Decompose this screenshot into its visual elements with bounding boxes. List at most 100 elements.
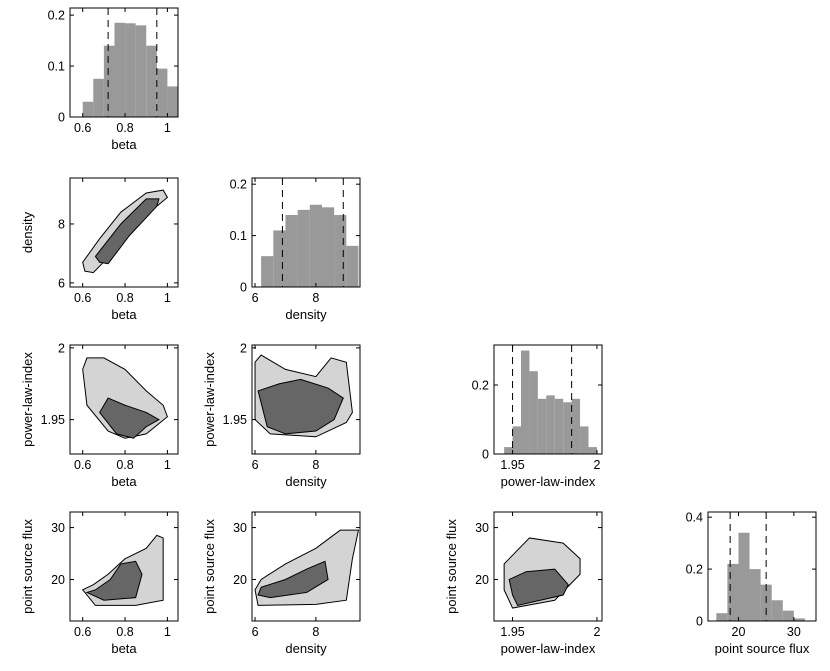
x-tick-label: 6: [252, 625, 259, 639]
x-tick-label: 1: [164, 291, 171, 305]
y-tick-label: 0.2: [230, 178, 247, 192]
x-tick-label: 6: [252, 458, 259, 472]
x-tick-label: 1.95: [500, 625, 524, 639]
x-tick-label: 1.95: [500, 458, 524, 472]
x-axis-label: point source flux: [715, 641, 810, 656]
x-tick-label: 6: [252, 291, 259, 305]
contour: [85, 560, 143, 601]
plot-area: [254, 354, 353, 438]
y-axis-label: power-law-index: [20, 352, 35, 447]
axes-frame: [69, 344, 179, 455]
axes-frame: [69, 511, 179, 622]
axes-frame: [493, 344, 603, 455]
bar: [504, 447, 513, 454]
bar: [156, 68, 168, 117]
plot-area: [82, 8, 178, 117]
x-tick-label: 0.8: [116, 625, 133, 639]
contour: [257, 560, 329, 599]
x-tick-label: 20: [732, 625, 746, 639]
plot-area: [82, 189, 169, 274]
plot-area: [504, 345, 597, 454]
x-tick-label: 30: [787, 625, 801, 639]
x-tick-label: 0.6: [74, 291, 91, 305]
panel: 20 30 0 0.2 0.4 point source flux: [686, 511, 817, 656]
panel: 6 8 0 0.1 0.2 density: [230, 177, 361, 322]
bar: [580, 426, 589, 454]
bar: [334, 215, 347, 287]
contour: [94, 198, 160, 265]
x-tick-label: 1: [164, 458, 171, 472]
panel: 6 8 20 30 density point source flux: [202, 511, 361, 656]
bar: [771, 600, 783, 621]
x-tick-label: 0.6: [74, 121, 91, 135]
y-tick-label: 0.1: [48, 60, 65, 74]
bar: [114, 22, 126, 117]
panel: 1.95 2 20 30 power-law-index point source flu…: [444, 511, 603, 656]
bar: [512, 426, 521, 454]
bar: [346, 245, 359, 287]
y-tick-label: 20: [475, 573, 489, 587]
x-tick-label: 8: [312, 625, 319, 639]
plot-area: [254, 529, 360, 606]
x-tick-label: 0.8: [116, 121, 133, 135]
x-tick-label: 8: [312, 458, 319, 472]
x-axis-label: beta: [111, 307, 137, 322]
bar: [125, 23, 136, 117]
x-tick-label: 0.6: [74, 458, 91, 472]
bar: [546, 395, 555, 454]
x-tick-label: 2: [593, 458, 600, 472]
x-axis-label: density: [285, 474, 327, 489]
bar: [782, 610, 794, 621]
bar: [93, 78, 104, 117]
contour: [99, 397, 160, 439]
x-axis-label: density: [285, 307, 327, 322]
y-tick-label: 30: [233, 521, 247, 535]
y-tick-label: 0: [696, 615, 703, 629]
x-tick-label: 1: [164, 121, 171, 135]
y-axis-label: density: [20, 211, 35, 253]
panel: 0.6 0.8 1 6 8 beta density: [20, 177, 179, 322]
y-tick-label: 0.1: [230, 229, 247, 243]
contour: [257, 378, 344, 435]
y-axis-label: point source flux: [444, 519, 459, 614]
y-tick-label: 20: [233, 573, 247, 587]
x-tick-label: 2: [593, 625, 600, 639]
bar: [135, 25, 147, 117]
bar: [716, 613, 728, 621]
y-axis-label: point source flux: [202, 519, 217, 614]
panel: 1.95 2 0 0.2 power-law-index: [472, 344, 603, 489]
y-tick-label: 0.2: [686, 563, 703, 577]
y-tick-label: 0.2: [472, 379, 489, 393]
axes-frame: [251, 511, 361, 622]
panel: 0.6 0.8 1 20 30 beta point source flux: [20, 511, 179, 656]
plot-area: [503, 537, 581, 609]
bar: [285, 215, 298, 287]
bar: [273, 230, 286, 287]
y-tick-label: 2: [240, 341, 247, 355]
bar: [571, 398, 581, 454]
y-tick-label: 30: [51, 521, 65, 535]
bar: [793, 618, 805, 621]
plot-area: [716, 512, 805, 621]
y-tick-label: 0: [240, 281, 247, 295]
contour: [508, 568, 569, 607]
x-axis-label: beta: [111, 641, 137, 656]
bar: [738, 532, 750, 621]
y-tick-label: 0: [58, 111, 65, 125]
x-axis-label: beta: [111, 137, 137, 152]
y-tick-label: 2: [58, 341, 65, 355]
bar: [727, 563, 739, 621]
bar: [167, 86, 178, 117]
y-axis-label: point source flux: [20, 519, 35, 614]
axes-frame: [69, 7, 179, 118]
y-tick-label: 30: [475, 521, 489, 535]
y-tick-label: 0.4: [686, 511, 703, 525]
y-tick-label: 0: [482, 448, 489, 462]
y-tick-label: 0.2: [48, 9, 65, 23]
x-tick-label: 1: [164, 625, 171, 639]
bar: [321, 207, 335, 287]
bar: [537, 398, 547, 454]
plot-area: [261, 178, 359, 287]
x-tick-label: 0.8: [116, 458, 133, 472]
